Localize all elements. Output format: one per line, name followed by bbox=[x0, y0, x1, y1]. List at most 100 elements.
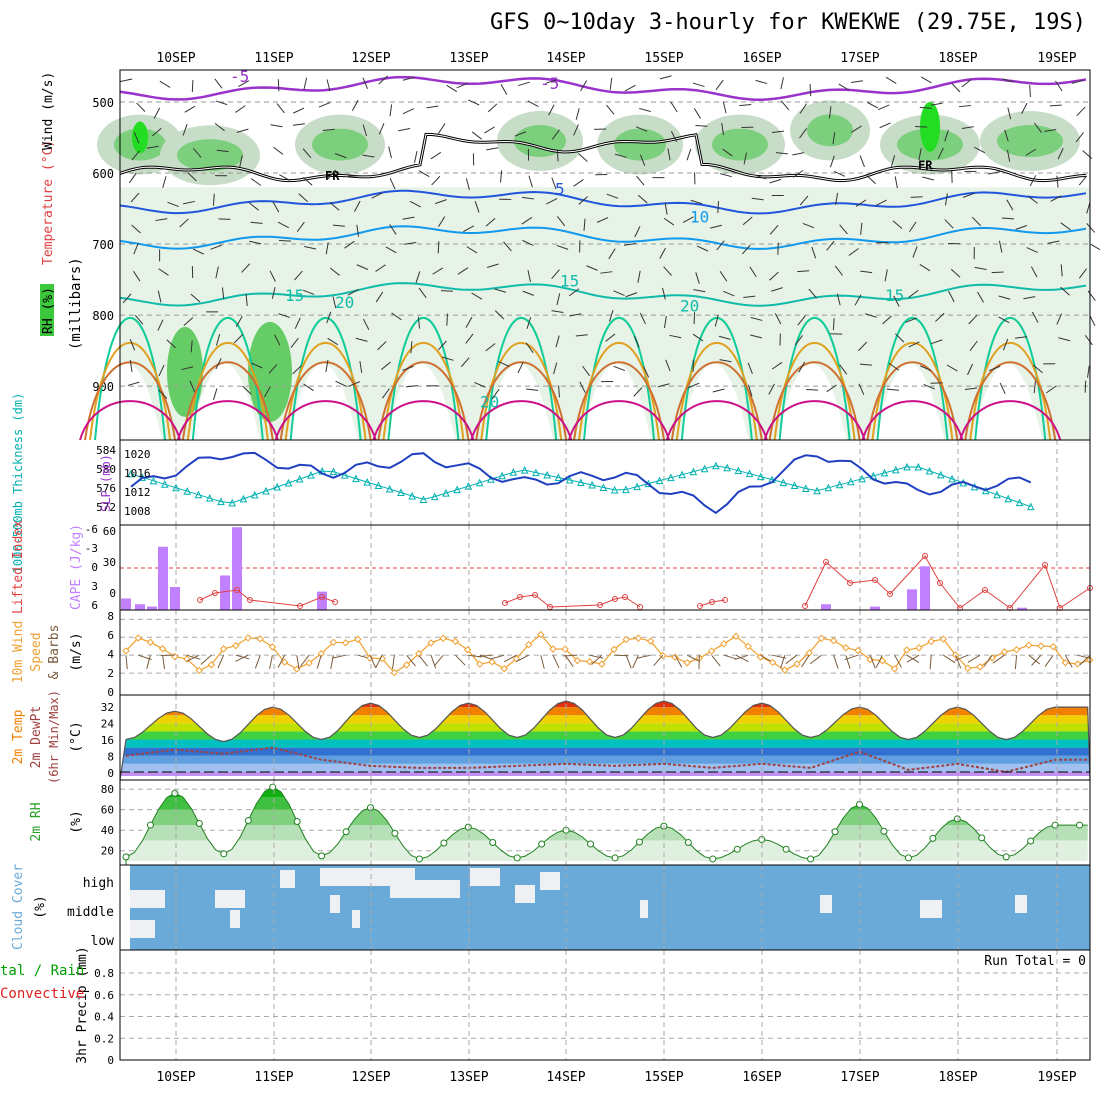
wind-barb bbox=[187, 172, 197, 182]
wind-barb bbox=[296, 221, 305, 232]
wind-barb bbox=[278, 313, 291, 318]
surface-wind-barb bbox=[809, 654, 822, 665]
isotherm-label: 10 bbox=[690, 208, 709, 227]
wind-tick: 2 bbox=[107, 667, 114, 680]
wind-barb bbox=[855, 199, 867, 207]
wind-barb bbox=[303, 383, 314, 392]
wind-barb bbox=[693, 108, 702, 119]
wind-barb bbox=[575, 334, 588, 337]
rh-marker bbox=[220, 850, 228, 858]
rh-marker bbox=[391, 829, 399, 837]
pressure-tick: 700 bbox=[92, 238, 114, 252]
surface-wind-barb bbox=[967, 654, 981, 663]
wind-barb bbox=[614, 153, 627, 158]
surface-wind-barb bbox=[540, 655, 545, 669]
wind-barb bbox=[922, 176, 935, 181]
wind-barb bbox=[720, 173, 732, 178]
wind-barb bbox=[832, 132, 836, 145]
cape-bar bbox=[121, 598, 131, 610]
warm-isotherm-loop bbox=[578, 341, 661, 441]
date-label-bottom: 11SEP bbox=[254, 1070, 293, 1085]
surface-wind-barb bbox=[418, 654, 428, 667]
wind-barb bbox=[545, 79, 558, 84]
warm-isotherm-loop bbox=[969, 341, 1052, 441]
wind-barb bbox=[518, 81, 530, 87]
surface-wind-barb bbox=[780, 655, 786, 669]
rh-marker bbox=[635, 838, 643, 846]
surface-wind-barb bbox=[316, 655, 322, 669]
li-tick: 0 bbox=[91, 561, 98, 574]
wind-barb bbox=[344, 240, 355, 249]
wind-barb bbox=[741, 244, 751, 255]
wind-barb bbox=[551, 310, 564, 314]
date-label-bottom: 12SEP bbox=[351, 1070, 390, 1085]
date-label-top: 15SEP bbox=[644, 51, 683, 66]
wind-barb bbox=[892, 220, 903, 229]
wind-speed-marker bbox=[427, 639, 435, 647]
wind-barb bbox=[851, 80, 864, 83]
rh-marker bbox=[342, 828, 350, 836]
wind-barb bbox=[919, 106, 932, 109]
wind-barb bbox=[1078, 268, 1087, 279]
wind-barb bbox=[682, 216, 694, 224]
wind-speed-marker bbox=[634, 634, 643, 642]
wind-barb bbox=[120, 78, 133, 82]
wind-barb bbox=[503, 241, 512, 252]
wind-speed-marker bbox=[207, 661, 216, 669]
thickness-line bbox=[130, 465, 1031, 508]
wind-barb bbox=[808, 288, 817, 299]
wind-barb bbox=[130, 192, 140, 203]
temp-color-band bbox=[120, 701, 1090, 708]
slp-frame bbox=[119, 439, 1091, 526]
precip-tick: 0.6 bbox=[94, 989, 114, 1002]
wind-barb bbox=[890, 155, 896, 168]
rh-tick: 20 bbox=[101, 845, 114, 858]
rh-marker bbox=[880, 827, 888, 835]
wind-barb bbox=[190, 340, 193, 353]
wind-speed-marker bbox=[781, 666, 789, 674]
wind-barb bbox=[551, 269, 560, 280]
wind-barb bbox=[329, 267, 340, 276]
wind-speed-marker bbox=[1073, 660, 1082, 668]
wind-barb bbox=[670, 101, 678, 113]
wind-barb bbox=[1025, 148, 1037, 156]
wind-barb bbox=[634, 226, 641, 238]
wind-barb bbox=[500, 170, 503, 183]
wind-speed-marker bbox=[842, 644, 850, 652]
isotherm-line bbox=[119, 225, 1087, 250]
wind-speed-marker bbox=[549, 645, 557, 653]
slp-tick: 1016 bbox=[124, 467, 151, 480]
wind-barb bbox=[573, 124, 579, 136]
cloud-gap bbox=[230, 910, 240, 928]
wind-barb bbox=[182, 124, 188, 136]
surface-wind-barb bbox=[1064, 654, 1073, 668]
wind-barb bbox=[332, 224, 345, 227]
wind-barb bbox=[402, 108, 415, 115]
wind-barb bbox=[215, 100, 228, 106]
wind-barb bbox=[636, 175, 645, 186]
wind-barb bbox=[1087, 290, 1096, 301]
surface-wind-barb bbox=[954, 654, 968, 662]
wind-speed-marker bbox=[415, 650, 423, 658]
slp-line bbox=[130, 451, 1032, 515]
thickness-tick: 572 bbox=[96, 501, 116, 514]
wind-barb bbox=[920, 365, 932, 372]
wind-barb bbox=[692, 333, 704, 342]
freezing-level-inner bbox=[119, 133, 1087, 182]
wind-barb bbox=[404, 241, 417, 245]
rh-moist-core bbox=[514, 125, 566, 158]
wind-barb bbox=[743, 152, 748, 165]
wind-barb bbox=[625, 292, 638, 298]
wind-barb bbox=[998, 316, 1010, 324]
wind-barb bbox=[153, 107, 161, 119]
precip-axis-label-group: 3hr Precip (mm) bbox=[75, 946, 90, 1063]
wind-barb bbox=[133, 131, 140, 144]
wind-barb bbox=[951, 82, 961, 93]
wind-barb bbox=[606, 104, 615, 115]
wind-speed-marker bbox=[927, 637, 935, 646]
rh-marker bbox=[464, 823, 472, 831]
pressure-axis-title: (millibars) bbox=[68, 257, 84, 350]
surface-wind-barb bbox=[992, 654, 1005, 664]
wind-barb bbox=[437, 340, 447, 351]
